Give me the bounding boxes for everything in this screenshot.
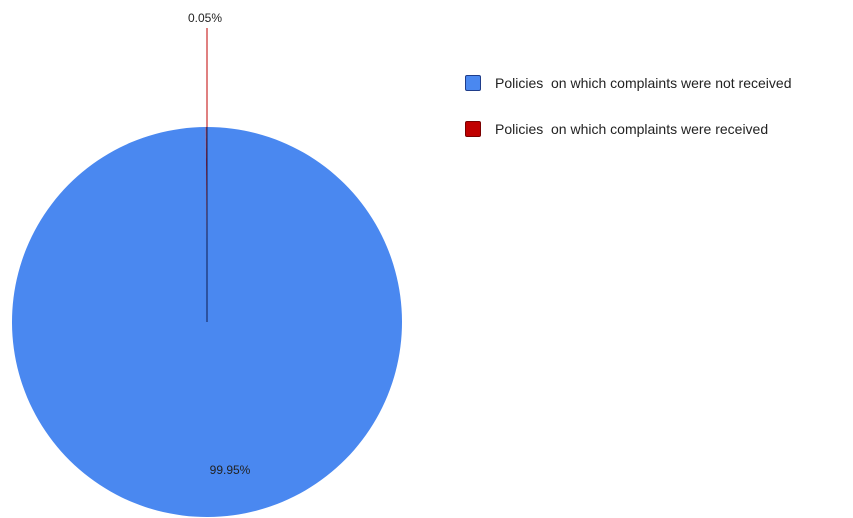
- legend-swatch-not-received: [465, 75, 481, 91]
- legend-item-received: Policies on which complaints were receiv…: [465, 118, 791, 140]
- data-label-not-received: 99.95%: [210, 463, 251, 477]
- legend-item-not-received: Policies on which complaints were not re…: [465, 72, 791, 94]
- data-label-received: 0.05%: [188, 11, 222, 25]
- legend-label-not-received: Policies on which complaints were not re…: [495, 75, 792, 91]
- chart-legend: Policies on which complaints were not re…: [465, 72, 791, 164]
- legend-label-received: Policies on which complaints were receiv…: [495, 121, 769, 137]
- legend-swatch-received: [465, 121, 481, 137]
